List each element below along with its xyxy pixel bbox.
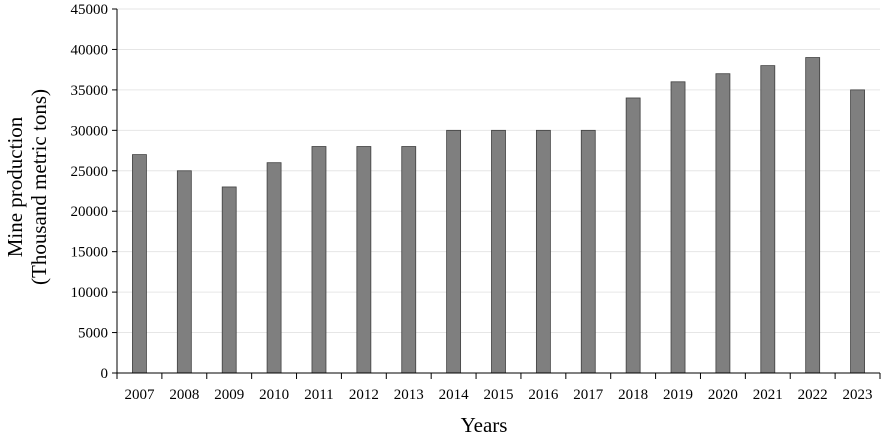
bar [850, 89, 865, 374]
bar [446, 129, 462, 374]
x-tick-label: 2011 [304, 387, 333, 403]
x-tick-label: 2014 [439, 387, 470, 403]
x-tick-label: 2022 [798, 387, 828, 403]
x-tick-label: 2017 [573, 387, 604, 403]
x-tick-labels: 2007 2008 2009 2010 2011 2012 2013 2014 2015 2016… [124, 387, 872, 403]
x-tick-label: 2023 [843, 387, 873, 403]
y-tick-label: 15000 [71, 245, 109, 261]
bar [535, 129, 551, 374]
x-tick-label: 2013 [394, 387, 424, 403]
y-tick-label: 40000 [71, 42, 109, 58]
bar-series [132, 57, 865, 374]
axes [112, 8, 881, 379]
bar [580, 129, 596, 374]
bar [311, 146, 327, 374]
x-tick-label: 2019 [663, 387, 693, 403]
bar [176, 170, 192, 374]
x-tick-label: 2021 [753, 387, 783, 403]
y-tick-label: 35000 [71, 83, 109, 99]
y-tick-label: 10000 [71, 285, 109, 301]
y-axis-title-line-1: Mine production [3, 116, 27, 257]
bar [266, 162, 282, 374]
bar [401, 146, 417, 374]
x-axis-title: Years [461, 413, 508, 435]
x-tick-label: 2007 [124, 387, 155, 403]
y-tick-label: 30000 [71, 123, 109, 139]
x-tick-label: 2008 [169, 387, 199, 403]
y-tick-label: 5000 [78, 326, 108, 342]
bar [356, 146, 372, 374]
x-tick-label: 2018 [618, 387, 648, 403]
y-axis-title: Mine production (Thousand metric tons) [3, 89, 51, 285]
bar [670, 81, 686, 374]
bar [132, 154, 147, 374]
bar [221, 186, 237, 374]
bar [715, 73, 731, 374]
x-tick-label: 2012 [349, 387, 379, 403]
x-tick-label: 2009 [214, 387, 244, 403]
bar [491, 129, 506, 374]
y-axis-title-line-2: (Thousand metric tons) [27, 89, 51, 285]
x-tick-label: 2020 [708, 387, 738, 403]
x-tick-label: 2016 [528, 387, 559, 403]
y-tick-label: 0 [101, 366, 109, 382]
y-tick-label: 25000 [71, 164, 109, 180]
bar [805, 57, 821, 374]
y-tick-label: 20000 [71, 204, 109, 220]
x-tick-label: 2010 [259, 387, 289, 403]
y-tick-labels: 0 5000 10000 15000 20000 25000 30000 35000 40000… [71, 2, 109, 382]
bar [625, 97, 641, 374]
x-tick-label: 2015 [484, 387, 514, 403]
y-tick-label: 45000 [71, 2, 109, 18]
bar [760, 65, 776, 374]
